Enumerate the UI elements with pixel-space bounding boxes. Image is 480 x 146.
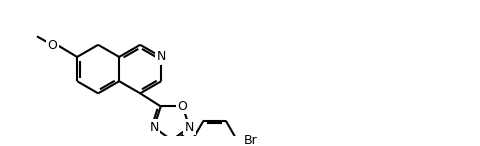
Text: O: O <box>178 100 187 113</box>
Text: Br: Br <box>243 134 257 146</box>
Text: N: N <box>184 121 194 134</box>
Text: N: N <box>156 50 166 64</box>
Text: O: O <box>48 39 58 52</box>
Text: N: N <box>149 121 158 134</box>
